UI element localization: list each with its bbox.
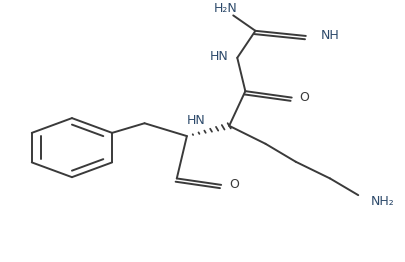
Text: HN: HN <box>209 50 228 63</box>
Text: O: O <box>298 91 308 103</box>
Text: H₂N: H₂N <box>213 3 237 15</box>
Text: HN: HN <box>186 114 205 127</box>
Text: O: O <box>228 178 239 191</box>
Text: NH: NH <box>320 29 339 42</box>
Text: NH₂: NH₂ <box>370 195 394 208</box>
